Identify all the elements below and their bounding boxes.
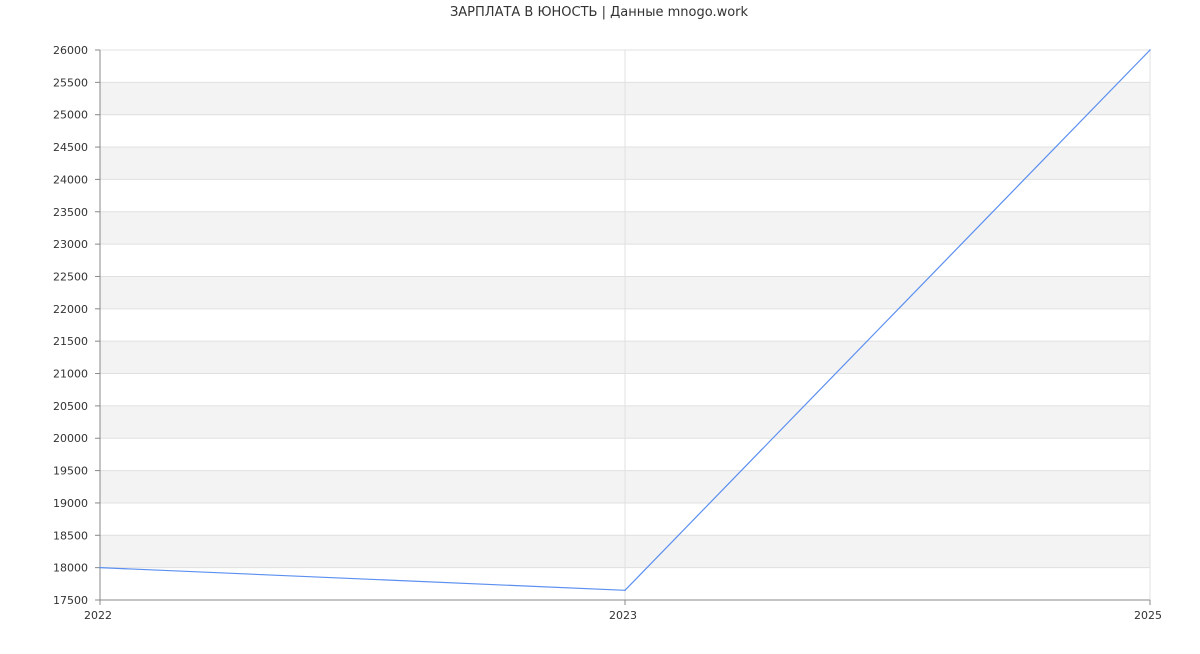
y-tick-label: 20000 bbox=[53, 432, 88, 445]
chart-title: ЗАРПЛАТА В ЮНОСТЬ | Данные mnogo.work bbox=[450, 5, 749, 20]
y-tick-label: 26000 bbox=[53, 44, 88, 57]
y-tick-label: 22500 bbox=[53, 270, 88, 283]
y-tick-label: 23500 bbox=[53, 206, 88, 219]
x-tick-label: 2023 bbox=[609, 609, 637, 622]
x-tick-label: 2025 bbox=[1134, 609, 1162, 622]
x-tick-label: 2022 bbox=[84, 609, 112, 622]
y-tick-label: 21500 bbox=[53, 335, 88, 348]
y-tick-label: 21000 bbox=[53, 368, 88, 381]
data-point bbox=[99, 566, 101, 569]
y-tick-label: 17500 bbox=[53, 594, 88, 607]
y-tick-label: 18000 bbox=[53, 562, 88, 575]
y-tick-label: 25000 bbox=[53, 109, 88, 122]
y-tick-label: 25500 bbox=[53, 76, 88, 89]
y-tick-label: 24500 bbox=[53, 141, 88, 154]
y-tick-label: 20500 bbox=[53, 400, 88, 413]
y-tick-label: 19500 bbox=[53, 465, 88, 478]
y-tick-label: 23000 bbox=[53, 238, 88, 251]
y-tick-label: 24000 bbox=[53, 173, 88, 186]
y-tick-label: 19000 bbox=[53, 497, 88, 510]
data-point bbox=[1149, 49, 1151, 51]
y-tick-label: 22000 bbox=[53, 303, 88, 316]
y-tick-label: 18500 bbox=[53, 529, 88, 542]
data-point bbox=[624, 589, 626, 592]
